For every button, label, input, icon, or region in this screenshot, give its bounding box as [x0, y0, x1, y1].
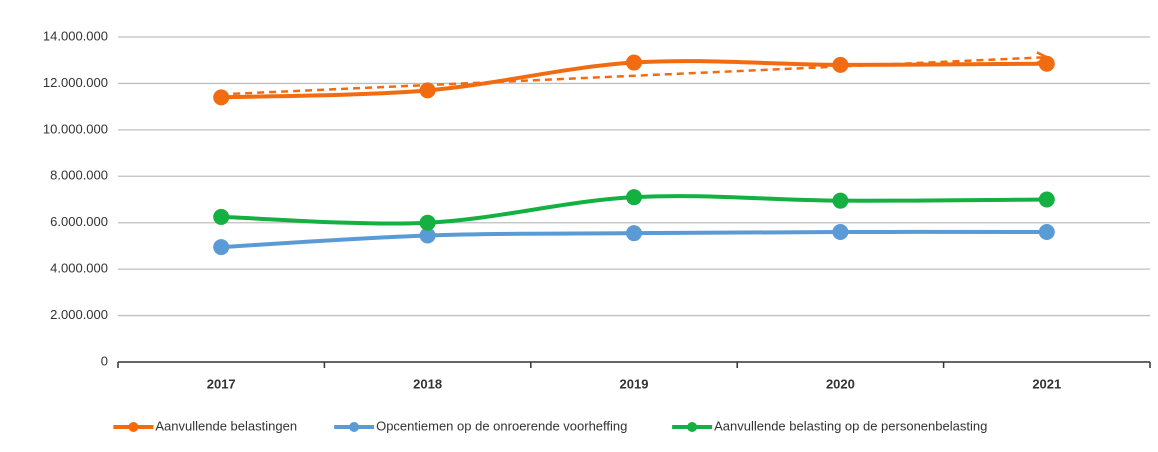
- y-tick-label: 4.000.000: [50, 261, 108, 276]
- point: [832, 192, 849, 209]
- point: [213, 239, 230, 256]
- legend-marker: [128, 422, 139, 432]
- point: [419, 214, 436, 231]
- point: [419, 82, 436, 99]
- y-tick-label: 0: [101, 353, 108, 368]
- x-tick-label: 2018: [413, 376, 442, 391]
- point: [626, 54, 642, 71]
- x-tick-label: 2021: [1032, 376, 1061, 391]
- trend-line: [221, 55, 1047, 96]
- y-tick-label: 12.000.000: [43, 75, 108, 90]
- point: [626, 189, 642, 206]
- point: [832, 56, 849, 73]
- point: [626, 225, 642, 242]
- point: [419, 227, 436, 244]
- point: [1038, 55, 1055, 72]
- x-tick-label: 2020: [826, 376, 855, 391]
- x-tick-label: 2017: [207, 376, 236, 391]
- point: [832, 224, 849, 240]
- y-tick-label: 10.000.000: [43, 121, 108, 136]
- legend-marker: [687, 422, 698, 432]
- point: [1038, 191, 1055, 208]
- y-tick-label: 14.000.000: [43, 28, 108, 43]
- point: [213, 89, 230, 106]
- legend-label: Aanvullende belastingen: [155, 418, 297, 433]
- legend-label: Aanvullende belasting op de personenbela…: [714, 418, 987, 433]
- point: [1038, 224, 1055, 240]
- point: [213, 208, 230, 225]
- legend-label: Opcentiemen op de onroerende voorheffing: [376, 418, 627, 433]
- y-tick-label: 8.000.000: [50, 168, 108, 183]
- y-tick-label: 2.000.000: [50, 307, 108, 322]
- x-tick-label: 2019: [620, 376, 649, 391]
- y-tick-label: 6.000.000: [50, 214, 108, 229]
- legend-marker: [349, 422, 360, 432]
